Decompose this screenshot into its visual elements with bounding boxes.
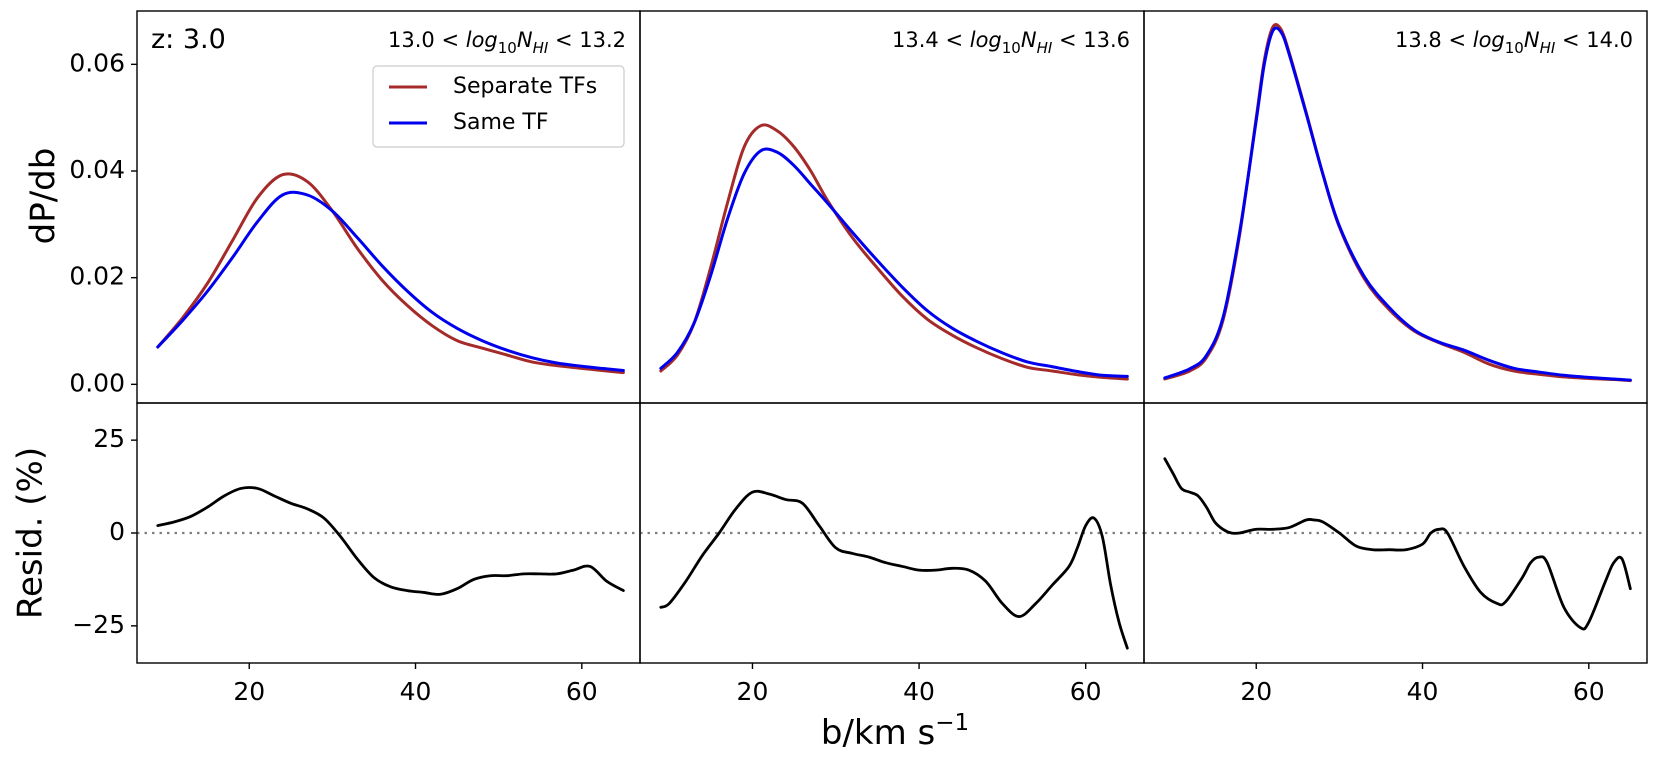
x-axis-title-exponent: −1	[935, 710, 969, 736]
x-tick-label: 60	[566, 677, 598, 706]
y-axis-title-top: dP/db	[24, 148, 64, 245]
legend-box	[372, 65, 625, 148]
panel-3-bottom-frame	[1143, 402, 1648, 664]
x-tick-label: 20	[1240, 677, 1272, 706]
y-tick-label-top: 0.02	[69, 262, 125, 291]
panel-2-line-separate-tfs	[659, 123, 1129, 381]
y-tick-label-top: 0.04	[69, 155, 125, 184]
panel-3-residual-line	[1163, 457, 1632, 631]
y-tick-label-bottom: 0	[109, 517, 125, 546]
panel-3-nhi-range-label: 13.8 < log10NHI < 14.0	[1395, 28, 1633, 57]
x-tick-label: 40	[1407, 677, 1439, 706]
y-tick-label-top: 0.06	[69, 48, 125, 77]
x-axis-title-main: b/km s	[821, 713, 935, 753]
y-axis-ticks-bottom: −25 0 25	[72, 424, 137, 639]
y-axis-ticks-top: 0.00 0.02 0.04 0.06	[69, 48, 137, 397]
panel-2-residual-line	[659, 489, 1129, 650]
x-tick-label: 20	[737, 677, 769, 706]
y-axis-title-bottom: Resid. (%)	[11, 447, 51, 619]
x-tick-label: 40	[903, 677, 935, 706]
panel-1-line-same-tf	[156, 190, 625, 372]
panel-1-line-separate-tfs	[156, 172, 625, 375]
panel-2-line-same-tf	[659, 147, 1129, 378]
y-tick-label-bottom: −25	[72, 610, 125, 639]
redshift-label: z: 3.0	[151, 24, 226, 55]
x-axis-title: b/km s−1	[821, 710, 969, 753]
x-tick-label: 60	[1070, 677, 1102, 706]
x-tick-label: 20	[233, 677, 265, 706]
x-tick-label: 40	[400, 677, 432, 706]
x-tick-label: 60	[1573, 677, 1605, 706]
panel-1-nhi-range-label: 13.0 < log10NHI < 13.2	[388, 28, 626, 57]
panel-2-nhi-range-label: 13.4 < log10NHI < 13.6	[892, 28, 1130, 57]
panel-3: 13.8 < log10NHI < 14.0	[1143, 10, 1648, 669]
panel-3-residual-plot	[1143, 402, 1648, 669]
legend: Separate TFs Same TF	[372, 65, 625, 148]
panel-2: 13.4 < log10NHI < 13.6	[639, 10, 1145, 669]
y-tick-label-top: 0.00	[69, 368, 125, 397]
x-axis-ticks: 20 40 60 20 40 60 20 40 60	[233, 677, 1604, 706]
legend-label-same-tf: Same TF	[453, 110, 549, 135]
panel-3-line-same-tf	[1163, 26, 1632, 382]
panel-1-residual-line	[156, 486, 625, 596]
legend-label-separate-tfs: Separate TFs	[453, 74, 597, 99]
y-tick-label-bottom: 25	[93, 424, 125, 453]
